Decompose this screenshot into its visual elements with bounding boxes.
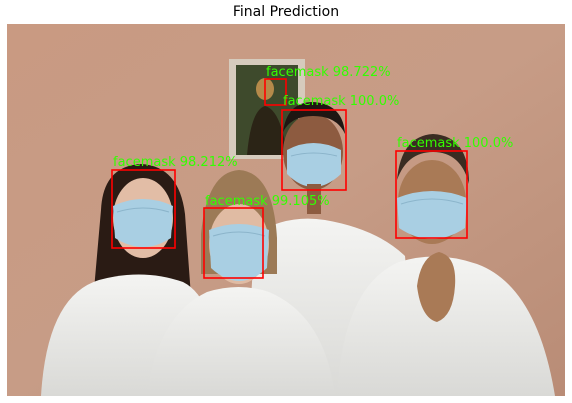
image-axes: facemask 98.722% facemask 100.0% facemas… [7, 24, 565, 396]
photo-scene: facemask 98.722% facemask 100.0% facemas… [7, 24, 565, 396]
detections-layer [111, 78, 468, 279]
detection-label: facemask 100.0% [283, 94, 399, 109]
detection-label: facemask 98.212% [113, 155, 238, 170]
detection-box [111, 169, 176, 249]
face-mask-icon [116, 152, 464, 237]
person-icon [337, 134, 555, 396]
detection-box [395, 150, 468, 239]
detection-box [264, 78, 287, 106]
detection-box [203, 207, 264, 279]
detection-label: facemask 100.0% [397, 136, 513, 151]
detection-label: facemask 99.105% [205, 194, 330, 209]
person-icon [147, 170, 335, 396]
figure-title: Final Prediction [232, 4, 340, 20]
detection-label: facemask 98.722% [266, 65, 391, 80]
detection-box [281, 109, 347, 191]
